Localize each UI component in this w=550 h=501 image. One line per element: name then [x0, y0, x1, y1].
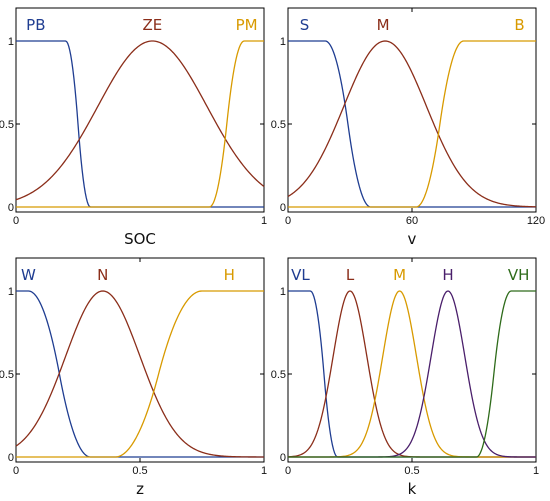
series-label-vl: VL — [291, 266, 310, 284]
series-label-h: H — [224, 266, 235, 284]
series-label-b: B — [514, 16, 524, 34]
x-tick-label: 1 — [533, 465, 539, 477]
series-line-h — [16, 290, 264, 458]
series-line-vl — [288, 290, 536, 458]
x-tick-label: 0 — [13, 465, 19, 477]
x-tick-label: 0 — [13, 215, 19, 227]
series-label-n: N — [97, 266, 108, 284]
chart-panel-2: 0 0.5 1 0 60 120 v S M B — [271, 7, 545, 248]
y-tick-label: 0 — [8, 202, 14, 214]
y-tick-label: 0 — [280, 202, 286, 214]
series-label-w: W — [21, 266, 36, 284]
y-tick-label: 1 — [8, 286, 14, 298]
series-line-m — [287, 40, 537, 208]
x-tick-label: 0 — [285, 215, 291, 227]
x-tick-label: 0.5 — [132, 465, 147, 477]
x-tick-label: 1 — [261, 215, 267, 227]
plot-frame — [15, 7, 265, 213]
series-line-m — [288, 290, 536, 458]
x-axis-label: z — [136, 480, 144, 498]
y-tick-label: 0 — [280, 452, 286, 464]
series-line-ze — [15, 40, 265, 201]
chart-panel-4: 0 0.5 1 0 0.5 1 k VL L M H VH — [271, 257, 539, 498]
series-label-m: M — [377, 16, 390, 34]
series-label-vh: VH — [508, 266, 530, 284]
series-label-ze: ZE — [143, 16, 163, 34]
series-line-vh — [288, 290, 536, 458]
x-tick-label: 120 — [527, 215, 545, 227]
x-tick-label: 0 — [285, 465, 291, 477]
series-line-l — [287, 290, 536, 458]
series-label-s: S — [300, 16, 310, 34]
series-line-n — [15, 290, 265, 458]
plot-frame — [287, 7, 537, 213]
series-label-h: H — [442, 266, 453, 284]
series-line-w — [16, 290, 264, 458]
y-tick-label: 0.5 — [0, 119, 14, 131]
series-line-s — [288, 40, 536, 208]
series-line-pm — [16, 40, 264, 208]
series-label-pm: PM — [236, 16, 258, 34]
y-tick-label: 1 — [8, 36, 14, 48]
series-line-h — [288, 290, 536, 458]
x-tick-label: 0.5 — [404, 465, 419, 477]
x-tick-label: 1 — [261, 465, 267, 477]
y-tick-label: 0 — [8, 452, 14, 464]
y-tick-label: 1 — [280, 36, 286, 48]
series-line-b — [288, 40, 536, 208]
series-label-pb: PB — [26, 16, 45, 34]
y-tick-label: 0.5 — [271, 369, 286, 381]
series-label-m: M — [393, 266, 406, 284]
x-axis-label: SOC — [124, 230, 156, 248]
plot-frame — [287, 257, 537, 463]
x-axis-label: v — [408, 230, 417, 248]
x-axis-label: k — [408, 480, 417, 498]
chart-panel-1: 0 0.5 1 0 1 SOC PB ZE PM — [0, 7, 267, 248]
y-tick-label: 0.5 — [0, 369, 14, 381]
series-label-l: L — [346, 266, 355, 284]
y-tick-label: 0.5 — [271, 119, 286, 131]
x-tick-label: 60 — [406, 215, 418, 227]
chart-panel-3: 0 0.5 1 0 0.5 1 z W N H — [0, 257, 267, 498]
y-tick-label: 1 — [280, 286, 286, 298]
